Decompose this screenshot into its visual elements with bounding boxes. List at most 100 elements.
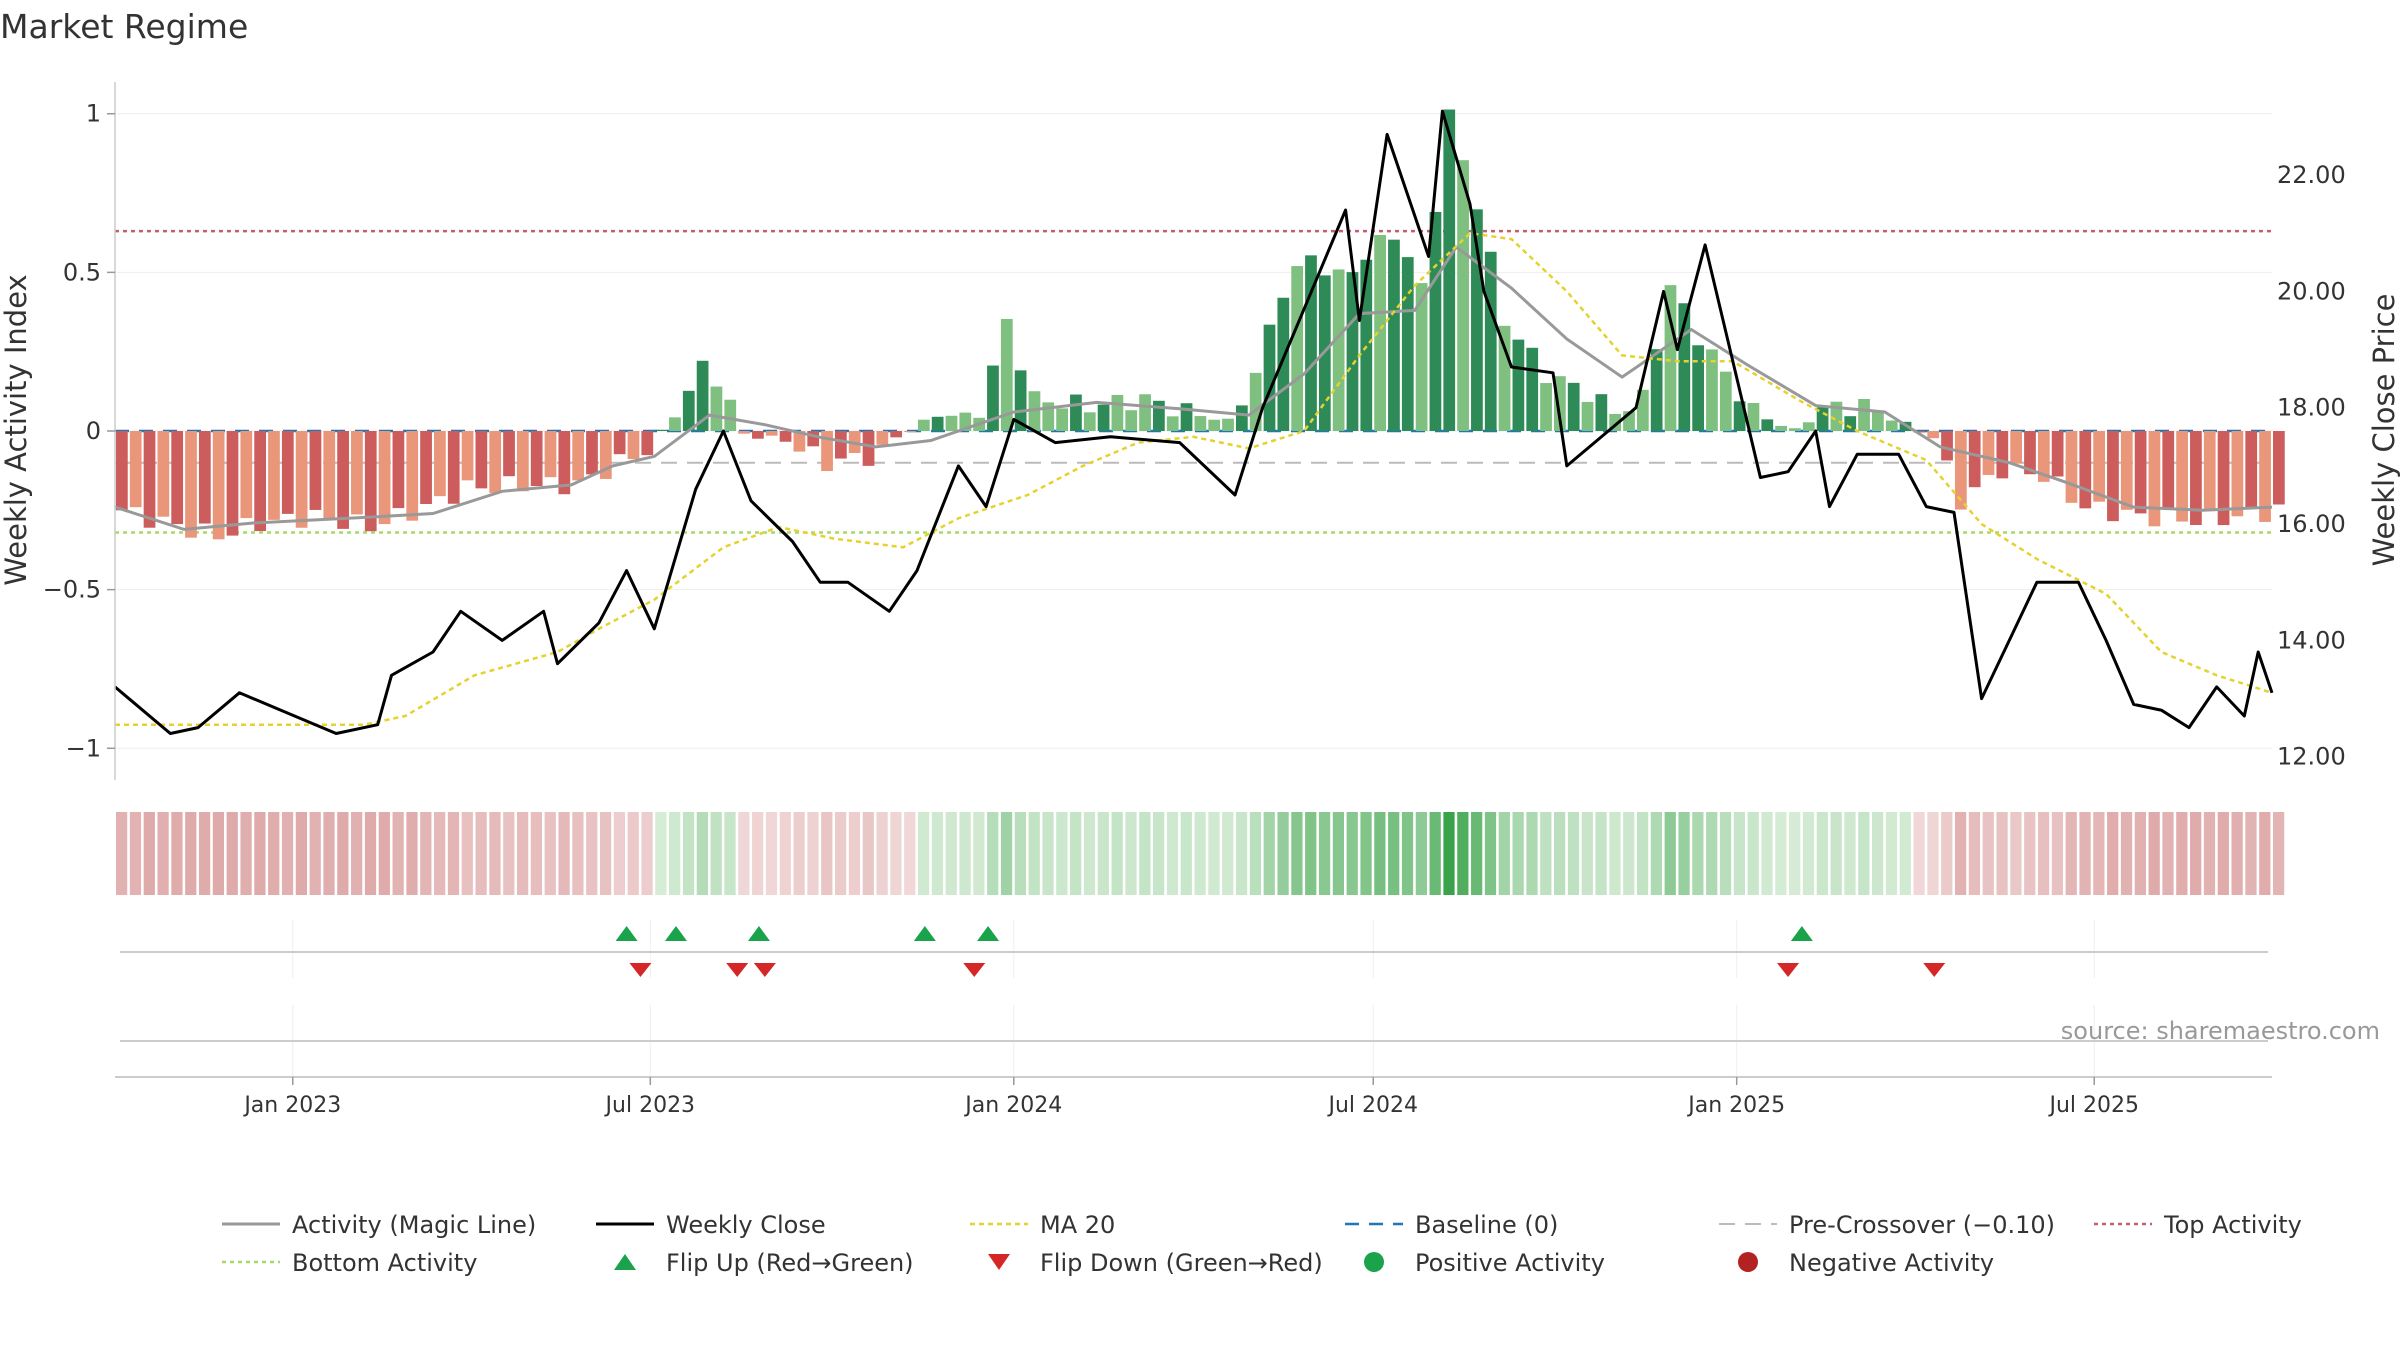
strip-cell [1996, 812, 2008, 895]
activity-bar [696, 360, 709, 431]
strip-cell [1650, 812, 1663, 895]
strip-cell [1927, 812, 1939, 895]
activity-bar [351, 431, 363, 515]
strip-cell [2107, 812, 2119, 895]
strip-cell [1484, 812, 1497, 895]
activity-bar [309, 431, 322, 510]
activity-bar [2190, 431, 2202, 526]
strip-cell [1498, 812, 1510, 895]
x-tick-label: Jan 2024 [963, 1093, 1062, 1118]
strip-cell [1222, 812, 1234, 895]
flip-down-marker [753, 963, 776, 977]
strip-cell [1429, 812, 1441, 895]
legend-label-precross: Pre-Crossover (−0.10) [1789, 1211, 2055, 1239]
strip-cell [2079, 812, 2091, 895]
activity-bar [1595, 394, 1608, 431]
activity-bar [1581, 401, 1594, 431]
activity-bar [2010, 431, 2023, 464]
activity-bar [1650, 349, 1663, 431]
x-tick-label: Jan 2025 [1686, 1093, 1785, 1118]
strip-cell [627, 812, 639, 895]
strip-cell [1761, 812, 1773, 895]
strip-cell [1083, 812, 1096, 895]
right-tick-label: 14.00 [2277, 626, 2346, 654]
legend-item-baseline: Baseline (0) [1345, 1211, 1558, 1239]
activity-bar [1000, 318, 1013, 431]
activity-bar [1623, 411, 1635, 431]
activity-bar [1512, 339, 1525, 431]
activity-bar [2134, 431, 2147, 514]
activity-bar [876, 431, 889, 445]
right-tick-label: 12.00 [2277, 743, 2346, 771]
strip-cell [1885, 812, 1898, 895]
strip-cell [1540, 812, 1552, 895]
activity-bar [572, 431, 585, 481]
strip-cell [1235, 812, 1248, 895]
strip-cell [475, 812, 487, 895]
strip-cell [1664, 812, 1676, 895]
strip-cell [254, 812, 266, 895]
activity-bar [1388, 239, 1400, 431]
flip-up-marker [1790, 926, 1813, 941]
strip-cell [1595, 812, 1607, 895]
activity-bar [1719, 371, 1732, 431]
activity-bar [2162, 431, 2175, 510]
activity-bar [1526, 347, 1539, 431]
activity-bar [682, 390, 695, 431]
legend-label-bottom: Bottom Activity [292, 1249, 477, 1277]
activity-bar [1097, 404, 1110, 431]
strip-cell [779, 812, 791, 895]
strip-cell [309, 812, 321, 895]
activity-bar [2037, 431, 2050, 482]
strip-cell [2231, 812, 2243, 895]
strip-cell [1719, 812, 1732, 895]
strip-cell [364, 812, 377, 895]
strip-cell [212, 812, 225, 895]
strip-cell [1070, 812, 1082, 895]
activity-bar [1664, 285, 1677, 431]
activity-bar [1139, 394, 1151, 431]
activity-bar [1014, 370, 1027, 431]
activity-bar [1083, 412, 1096, 431]
activity-bar [364, 431, 377, 532]
strip-cell [1775, 812, 1787, 895]
strip-cell [1360, 812, 1372, 895]
flip-down-marker [1777, 963, 1800, 977]
strip-cell [2037, 812, 2050, 895]
reference-lines [115, 229, 2272, 534]
strip-cell [198, 812, 211, 895]
right-tick-label: 18.00 [2277, 394, 2346, 422]
flip-down-marker [1923, 963, 1946, 977]
chart-title: Market Regime [0, 7, 248, 46]
activity-bar [1789, 428, 1801, 431]
activity-bar [544, 431, 557, 478]
activity-bar [530, 431, 543, 487]
strip-cell [420, 812, 432, 895]
activity-bar [503, 431, 515, 477]
strip-cell [1733, 812, 1745, 895]
strip-cell [1014, 812, 1026, 895]
strip-cell [1554, 812, 1566, 895]
legend-label-neg: Negative Activity [1789, 1249, 1994, 1277]
activity-bar [447, 431, 460, 504]
strip-cell [1249, 812, 1262, 895]
legend-item-top: Top Activity [2094, 1211, 2302, 1239]
legend-swatch-flipup [614, 1254, 636, 1270]
activity-bar [1927, 431, 1940, 439]
activity-bar [2120, 431, 2133, 510]
activity-bar [2231, 431, 2244, 517]
strip-cell [987, 812, 999, 895]
activity-bar [738, 431, 750, 434]
strip-cell [1636, 812, 1649, 895]
activity-bar [1457, 160, 1469, 431]
strip-cell [752, 812, 764, 895]
y-axis-label-right: Weekly Close Price [2367, 294, 2400, 567]
strip-cell [1457, 812, 1469, 895]
activity-bar [1208, 419, 1221, 431]
activity-bar [489, 431, 502, 493]
legend-item-neg: Negative Activity [1738, 1249, 1994, 1277]
activity-bar [641, 431, 654, 456]
activity-bar [1858, 398, 1870, 431]
y-axis-label-left: Weekly Activity Index [0, 274, 33, 585]
strip-cell [461, 812, 473, 895]
